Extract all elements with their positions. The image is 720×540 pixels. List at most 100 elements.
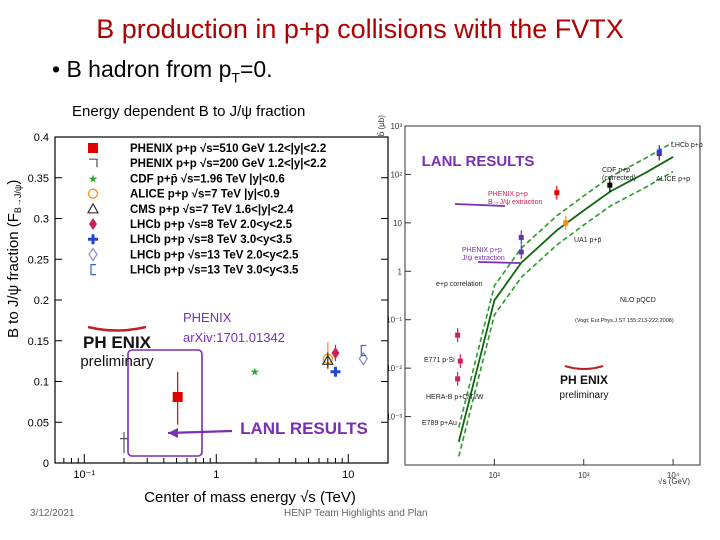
subscript: B→J/ψ — [13, 185, 23, 213]
right-y-tick-label-3: 1 — [398, 267, 403, 276]
right-point-label-5-0: ALICE p+p — [656, 176, 690, 183]
left-point-8-shape — [360, 344, 367, 357]
left-point-7-shape — [358, 351, 369, 366]
lanl-arrowhead-left — [168, 428, 178, 438]
right-point-label-9-0: E789 p+Au — [422, 420, 457, 427]
nlo-label: NLO pQCD — [620, 297, 656, 304]
right-point-3 — [563, 220, 569, 226]
left-point-7 — [358, 351, 369, 366]
legend-marker-5 — [89, 218, 97, 230]
legend-label-7: LHCb p+p √s=13 TeV 2.0<y<2.5 — [130, 248, 299, 261]
right-y-tick-label-1: 10² — [390, 170, 402, 179]
legend-label-1: PHENIX p+p √s=200 GeV 1.2<|y|<2.2 — [130, 157, 326, 170]
left-x-axis-label: Center of mass energy √s (TeV) — [144, 489, 356, 506]
nlo-central-curve — [457, 156, 674, 443]
lanl-arrow-right-2 — [477, 261, 521, 264]
right-point-label-3-0: UA1 p+p̄ — [574, 237, 602, 244]
legend-marker-2: ★ — [88, 173, 98, 185]
phenix-logo-arc-left — [87, 325, 147, 332]
left-plot-frame — [54, 136, 389, 464]
left-y-tick-label-4: 0.2 — [34, 295, 49, 307]
left-point-8 — [360, 344, 367, 357]
left-point-2: ★ — [250, 367, 260, 379]
right-point-label-2-0: e+p correlation — [436, 281, 483, 288]
legend-marker-3-shape — [87, 188, 99, 199]
left-x-tick-label-0: 10⁻¹ — [73, 469, 95, 481]
lanl-results-right: LANL RESULTS — [422, 153, 535, 170]
legend-marker-7-shape — [88, 247, 98, 262]
right-point-label-4-1: (corrected) — [602, 175, 636, 182]
right-point-4 — [607, 182, 613, 188]
right-y-axis-label: σ_bb̄ (µb) — [377, 115, 386, 150]
legend-marker-7 — [88, 247, 98, 262]
right-y-tick-label-2: 10 — [393, 219, 402, 228]
legend-marker-1 — [89, 158, 98, 168]
left-point-5 — [331, 346, 340, 359]
legend-marker-4-shape — [86, 202, 100, 214]
phenix-highlight-box — [127, 349, 203, 457]
legend-marker-6 — [88, 234, 98, 245]
slide-title: B production in p+p collisions with the … — [96, 14, 624, 44]
legend-marker-4 — [86, 202, 100, 214]
left-point-4 — [321, 354, 334, 365]
right-y-tick-label-5: 10⁻² — [386, 364, 402, 373]
lanl-arrow-right-1 — [454, 203, 506, 207]
legend-marker-3 — [87, 188, 99, 199]
legend-label-6: LHCb p+p √s=8 TeV 3.0<y<3.5 — [130, 233, 293, 246]
phenix-logo-sub-left: preliminary — [80, 353, 154, 370]
right-point-label-0-1: B→J/ψ extraction — [488, 199, 543, 206]
left-y-tick-label-6: 0.3 — [34, 214, 49, 226]
right-point-8 — [457, 358, 463, 364]
nlo-band-lower — [458, 170, 674, 457]
right-point-1 — [518, 234, 524, 240]
right-point-label-1-0: PHENIX p+p — [462, 247, 502, 254]
left-point-5-shape — [331, 346, 340, 359]
phenix-logo-text-left: PH ENIX — [83, 333, 152, 352]
bullet-tail: =0. — [239, 56, 273, 82]
legend-marker-0-shape — [88, 143, 98, 153]
left-chart-title: Energy dependent B to J/ψ fraction — [72, 103, 305, 120]
phenix-logo-arc-right — [564, 365, 604, 370]
bullet-main: B hadron from p — [66, 56, 232, 82]
right-point-label-1-1: J/ψ extraction — [462, 255, 505, 262]
phenix-logo-sub-right: preliminary — [560, 390, 609, 401]
legend-marker-8-shape — [90, 264, 96, 276]
legend-label-4: CMS p+p √s=7 TeV 1.6<|y|<2.4 — [130, 203, 294, 216]
nlo-band-upper — [458, 141, 674, 428]
left-y-axis-label: B to J/ψ fraction (FB→J/ψ) — [5, 180, 23, 338]
fraction-chart: Energy dependent B to J/ψ fraction 0 0.05 0… — [5, 103, 389, 506]
left-y-tick-label-8: 0.4 — [34, 132, 49, 144]
right-y-tick-label-0: 10³ — [390, 122, 402, 131]
left-y-tick-label-2: 0.1 — [34, 377, 49, 389]
right-point-2 — [518, 249, 524, 255]
bullet-marker: • — [52, 56, 67, 82]
right-point-label-8-0: HERA-B p+C/Ti/W — [426, 394, 484, 401]
right-point-label-4-0: CDF p+p̄ — [602, 167, 630, 174]
bullet-text: • B hadron from pT=0. — [52, 56, 273, 86]
left-point-2-shape: ★ — [250, 367, 260, 379]
legend-marker-5-shape — [89, 218, 97, 230]
legend-marker-1-shape — [89, 158, 98, 168]
bullet-subscript: T — [231, 69, 240, 86]
left-point-6 — [330, 366, 341, 377]
legend-label-2: CDF p+p̄ √s=1.96 TeV |y|<0.6 — [130, 172, 285, 185]
right-y-tick-label-6: 10⁻³ — [386, 413, 402, 422]
phenix-note-line1: PHENIX — [183, 310, 232, 325]
legend-marker-8 — [90, 264, 96, 276]
lanl-results-left: LANL RESULTS — [240, 419, 368, 438]
left-point-6-shape — [330, 366, 341, 377]
left-y-tick-label-1: 0.05 — [28, 417, 49, 429]
left-point-4-shape — [321, 354, 334, 365]
right-x-tick-label-1: 10³ — [578, 471, 590, 480]
phenix-note-line2: arXiv:1701.01342 — [183, 330, 285, 345]
right-plot-frame — [404, 125, 701, 466]
left-x-tick-label-2: 10 — [342, 469, 354, 481]
right-x-axis-label: √s (GeV) — [658, 477, 690, 486]
left-y-tick-label-3: 0.15 — [28, 336, 49, 348]
legend-label-3: ALICE p+p √s=7 TeV |y|<0.9 — [130, 188, 280, 201]
footer-text: HENP Team Highlights and Plan — [284, 508, 428, 519]
phenix-logo-text-right: PH ENIX — [560, 373, 608, 387]
left-point-0-shape — [172, 391, 183, 402]
legend-label-0: PHENIX p+p √s=510 GeV 1.2<|y|<2.2 — [130, 142, 326, 155]
right-point-0 — [554, 190, 560, 196]
